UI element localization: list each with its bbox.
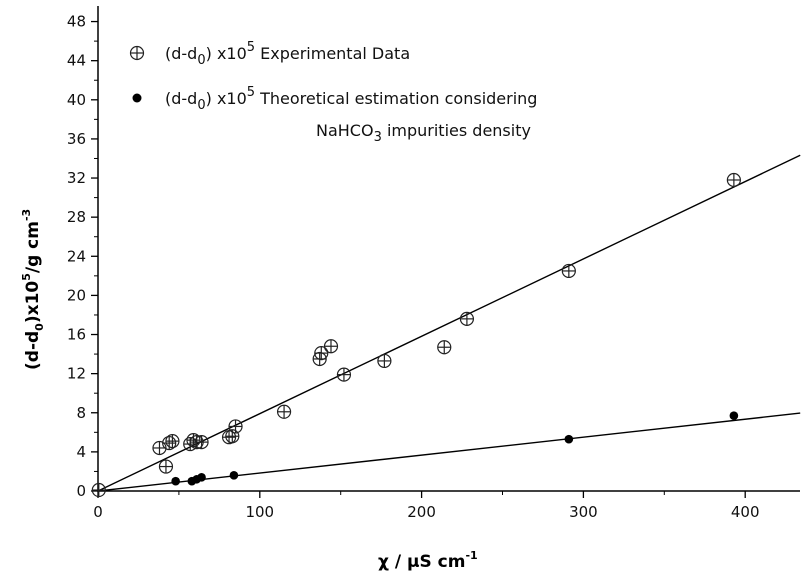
y-tick-label: 36 bbox=[67, 130, 86, 148]
data-point-theoretical bbox=[171, 476, 180, 486]
fit-lines bbox=[97, 154, 801, 492]
data-point-experimental bbox=[152, 440, 167, 456]
y-tick-label: 28 bbox=[67, 208, 86, 226]
y-tick-label: 40 bbox=[67, 91, 86, 109]
x-tick-label: 300 bbox=[569, 503, 598, 521]
data-point-experimental bbox=[377, 353, 392, 369]
data-point-theoretical bbox=[729, 411, 739, 420]
data-point-experimental bbox=[276, 404, 292, 419]
y-tick-label: 16 bbox=[67, 326, 86, 344]
data-point-experimental bbox=[726, 172, 741, 188]
legend-label-experimental: (d-d0) x105 Experimental Data bbox=[165, 40, 410, 68]
x-axis-title: χ / μS cm-1 bbox=[378, 549, 478, 572]
legend-marker-theoretical bbox=[132, 93, 142, 103]
legend-marker-experimental bbox=[129, 45, 145, 61]
data-point-experimental bbox=[165, 434, 180, 449]
data-point-theoretical bbox=[229, 471, 239, 480]
legend-label-theoretical-line2: NaHCO3 impurities density bbox=[316, 121, 531, 145]
axes bbox=[97, 6, 800, 492]
data-point-experimental bbox=[437, 340, 452, 355]
legend-label-theoretical: (d-d0) x105 Theoretical estimation consi… bbox=[165, 85, 537, 113]
x-tick-label: 400 bbox=[731, 503, 760, 521]
data-point-experimental bbox=[194, 435, 209, 450]
x-tick-label: 100 bbox=[245, 503, 274, 521]
data-point-experimental bbox=[336, 367, 352, 382]
data-point-experimental bbox=[459, 311, 475, 326]
x-ticks: 0 100 200 300 400 bbox=[93, 491, 760, 521]
y-axis-title: (d-d0)x105/g cm-3 bbox=[20, 209, 46, 370]
data-point-experimental bbox=[228, 419, 243, 434]
data-point-experimental bbox=[158, 459, 174, 474]
fit-line-theoretical bbox=[97, 412, 801, 492]
legend: (d-d0) x105 Experimental Data (d-d0) x10… bbox=[129, 40, 537, 145]
y-tick-label: 48 bbox=[67, 13, 86, 31]
y-tick-label: 4 bbox=[76, 443, 86, 461]
y-tick-label: 8 bbox=[76, 404, 86, 422]
data-points bbox=[91, 172, 741, 498]
data-point-experimental bbox=[314, 346, 329, 361]
y-tick-label: 44 bbox=[67, 52, 86, 70]
x-tick-label: 0 bbox=[93, 503, 103, 521]
x-tick-label: 200 bbox=[407, 503, 436, 521]
y-tick-label: 32 bbox=[67, 169, 86, 187]
data-point-experimental bbox=[561, 263, 576, 279]
data-point-theoretical bbox=[197, 473, 206, 482]
data-point-experimental bbox=[91, 482, 106, 498]
y-tick-label: 12 bbox=[67, 365, 86, 383]
y-tick-label: 0 bbox=[76, 482, 86, 500]
data-point-theoretical bbox=[564, 434, 574, 444]
y-tick-label: 20 bbox=[67, 286, 86, 304]
data-point-experimental bbox=[323, 339, 339, 354]
fit-line-experimental bbox=[97, 154, 801, 492]
y-tick-label: 24 bbox=[67, 247, 86, 265]
